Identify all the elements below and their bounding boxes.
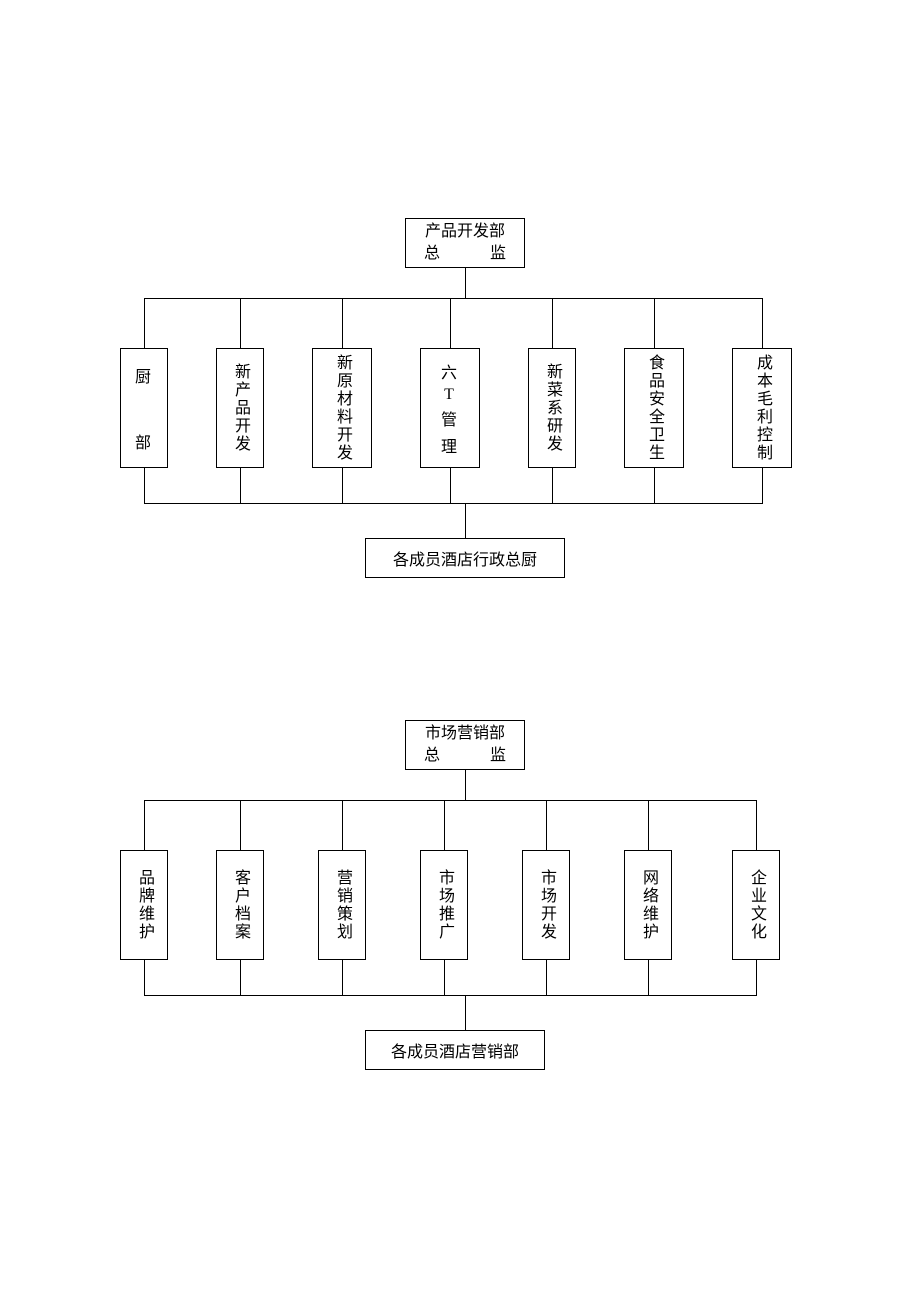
foot-box: 各成员酒店行政总厨 — [365, 538, 565, 578]
org-chart: 产品开发部总监厨部新产品开发新原材料开发六T管理新菜系研发食品安全卫生成本毛利控… — [120, 218, 810, 618]
connector-line — [546, 960, 547, 995]
child-box: 新产品开发 — [216, 348, 264, 468]
connector-line — [756, 800, 757, 850]
connector-line — [762, 298, 763, 348]
connector-line — [465, 268, 466, 298]
child-box: 新原材料开发 — [312, 348, 372, 468]
child-box: 客户档案 — [216, 850, 264, 960]
connector-line — [552, 468, 553, 503]
connector-line — [654, 468, 655, 503]
connector-line — [144, 800, 145, 850]
child-box: 厨部 — [120, 348, 168, 468]
connector-line — [144, 995, 757, 996]
connector-line — [762, 468, 763, 503]
head-line2: 总监 — [406, 745, 524, 767]
child-box: 企业文化 — [732, 850, 780, 960]
head-box: 产品开发部总监 — [405, 218, 525, 268]
connector-line — [654, 298, 655, 348]
head-box: 市场营销部总监 — [405, 720, 525, 770]
connector-line — [648, 960, 649, 995]
connector-line — [240, 468, 241, 503]
org-chart: 市场营销部总监品牌维护客户档案 营销策划 市场推广 市场开发 网络维护 企业文化各成员酒店… — [120, 720, 810, 1120]
child-box: 市场开发 — [522, 850, 570, 960]
connector-line — [546, 800, 547, 850]
connector-line — [342, 800, 343, 850]
connector-line — [240, 960, 241, 995]
child-box: 成本毛利控制 — [732, 348, 792, 468]
connector-line — [144, 800, 757, 801]
connector-line — [342, 960, 343, 995]
child-box: 网络维护 — [624, 850, 672, 960]
connector-line — [144, 298, 145, 348]
head-line1: 市场营销部 — [406, 723, 524, 745]
connector-line — [465, 503, 466, 538]
child-box: 新菜系研发 — [528, 348, 576, 468]
child-box: 营销策划 — [318, 850, 366, 960]
connector-line — [240, 800, 241, 850]
connector-line — [465, 995, 466, 1030]
connector-line — [144, 298, 763, 299]
head-line1: 产品开发部 — [406, 221, 524, 243]
child-box: 市场推广 — [420, 850, 468, 960]
foot-box: 各成员酒店营销部 — [365, 1030, 545, 1070]
connector-line — [342, 298, 343, 348]
connector-line — [144, 960, 145, 995]
child-box: 食品安全卫生 — [624, 348, 684, 468]
child-box: 品牌维护 — [120, 850, 168, 960]
connector-line — [240, 298, 241, 348]
child-box: 六T管理 — [420, 348, 480, 468]
connector-line — [552, 298, 553, 348]
connector-line — [144, 503, 763, 504]
connector-line — [648, 800, 649, 850]
connector-line — [444, 800, 445, 850]
connector-line — [450, 298, 451, 348]
connector-line — [756, 960, 757, 995]
connector-line — [144, 468, 145, 503]
head-line2: 总监 — [406, 243, 524, 265]
connector-line — [444, 960, 445, 995]
connector-line — [450, 468, 451, 503]
connector-line — [465, 770, 466, 800]
connector-line — [342, 468, 343, 503]
